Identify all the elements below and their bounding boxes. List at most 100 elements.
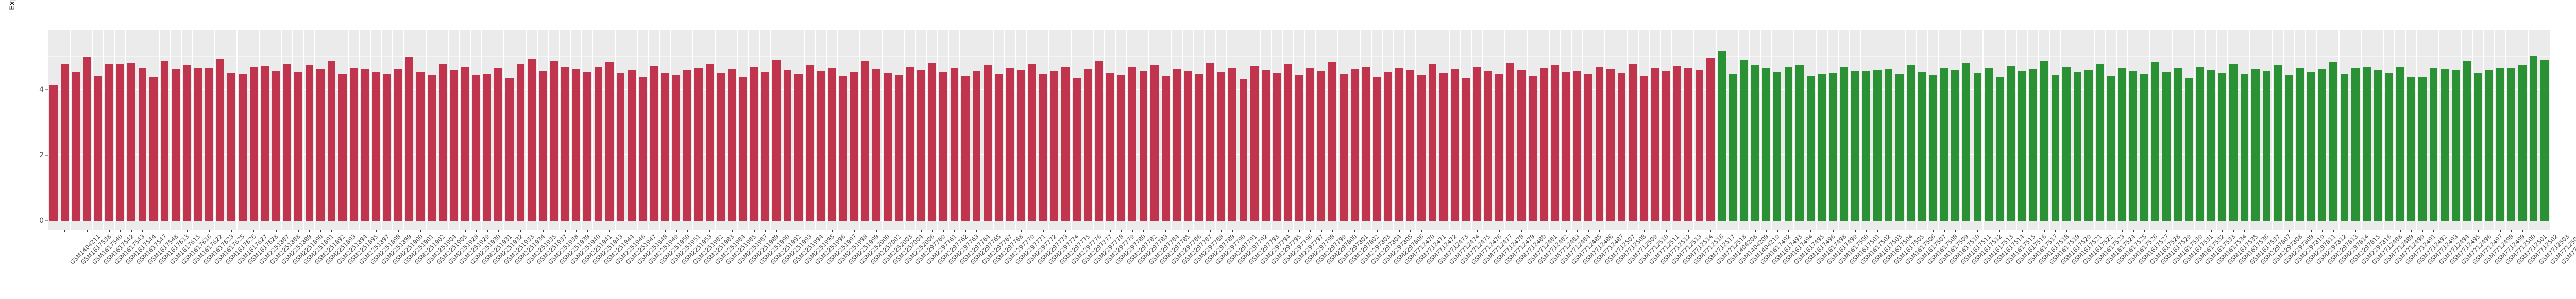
bar[interactable] — [249, 67, 258, 221]
bar[interactable] — [2329, 61, 2337, 221]
bar[interactable] — [694, 67, 703, 221]
bar[interactable] — [2218, 72, 2226, 221]
bar[interactable] — [361, 69, 369, 221]
bar[interactable] — [1606, 69, 1615, 221]
bar[interactable] — [1584, 74, 1592, 221]
bar[interactable] — [1317, 71, 1326, 221]
bar[interactable] — [427, 75, 436, 221]
bar[interactable] — [1083, 69, 1092, 221]
bar[interactable] — [594, 67, 603, 221]
bar[interactable] — [1117, 75, 1125, 221]
bar[interactable] — [1962, 63, 1971, 221]
bar[interactable] — [2351, 68, 2360, 221]
bar[interactable] — [538, 71, 547, 221]
bar[interactable] — [2262, 71, 2271, 221]
bar[interactable] — [172, 69, 180, 221]
bar[interactable] — [1206, 63, 1214, 221]
bar[interactable] — [1706, 58, 1715, 221]
bar[interactable] — [2240, 74, 2249, 221]
bar[interactable] — [2029, 69, 2037, 221]
bar[interactable] — [82, 57, 91, 221]
bar[interactable] — [2485, 69, 2494, 221]
bar[interactable] — [1851, 71, 1859, 221]
bar[interactable] — [1273, 73, 1281, 221]
bar[interactable] — [2496, 68, 2504, 221]
bar[interactable] — [1261, 70, 1270, 221]
bar[interactable] — [1951, 70, 1959, 221]
bar[interactable] — [2451, 70, 2460, 221]
bar[interactable] — [149, 76, 158, 221]
bar[interactable] — [1428, 64, 1437, 221]
bar[interactable] — [1740, 59, 1748, 221]
bar[interactable] — [60, 64, 69, 221]
bar[interactable] — [2274, 65, 2282, 221]
bar[interactable] — [2118, 68, 2126, 221]
bar[interactable] — [2296, 67, 2304, 221]
bar[interactable] — [283, 64, 291, 221]
bar[interactable] — [2540, 60, 2549, 221]
bar[interactable] — [628, 69, 636, 221]
bar[interactable] — [572, 69, 581, 221]
bar[interactable] — [961, 76, 970, 221]
bar[interactable] — [1384, 72, 1392, 221]
bar[interactable] — [461, 67, 469, 221]
bar[interactable] — [327, 60, 336, 221]
bar[interactable] — [1228, 68, 1236, 221]
bar[interactable] — [1017, 69, 1025, 221]
bar[interactable] — [1484, 71, 1493, 221]
bar[interactable] — [2473, 72, 2482, 221]
bar[interactable] — [1762, 68, 1770, 221]
bar[interactable] — [1450, 69, 1459, 221]
bar[interactable] — [105, 63, 113, 221]
bar[interactable] — [1828, 72, 1837, 221]
bar[interactable] — [1595, 67, 1604, 221]
bar[interactable] — [1173, 69, 1181, 221]
bar[interactable] — [1306, 68, 1314, 221]
bar[interactable] — [739, 77, 747, 221]
bar[interactable] — [2529, 55, 2538, 221]
bar[interactable] — [1884, 69, 1893, 221]
bar[interactable] — [1539, 68, 1548, 221]
bar[interactable] — [1106, 72, 1114, 221]
bar[interactable] — [672, 75, 681, 221]
bar[interactable] — [1818, 74, 1826, 221]
bar[interactable] — [2429, 68, 2438, 221]
bar[interactable] — [2229, 63, 2238, 221]
bar[interactable] — [1662, 71, 1670, 221]
bar[interactable] — [2518, 65, 2527, 221]
bar[interactable] — [272, 71, 280, 221]
bar[interactable] — [2418, 77, 2427, 221]
bar[interactable] — [2318, 69, 2327, 221]
bar[interactable] — [1651, 68, 1659, 221]
bar[interactable] — [2084, 69, 2093, 221]
bar[interactable] — [216, 58, 225, 221]
bar[interactable] — [1395, 67, 1403, 221]
bar[interactable] — [1028, 63, 1037, 221]
bar[interactable] — [2184, 77, 2193, 221]
bar[interactable] — [984, 65, 992, 221]
bar[interactable] — [1217, 71, 1226, 221]
bar[interactable] — [238, 74, 247, 221]
bar[interactable] — [805, 65, 814, 221]
bar[interactable] — [605, 62, 614, 221]
bar[interactable] — [550, 61, 558, 221]
bar[interactable] — [116, 64, 125, 221]
bar[interactable] — [1406, 70, 1415, 221]
bar[interactable] — [505, 78, 514, 221]
bar[interactable] — [261, 65, 269, 221]
bar[interactable] — [1973, 73, 1982, 221]
bar[interactable] — [2151, 62, 2160, 221]
bar[interactable] — [1150, 65, 1159, 221]
bar[interactable] — [450, 70, 458, 221]
bar[interactable] — [1573, 70, 1581, 221]
bar[interactable] — [127, 63, 135, 221]
bar[interactable] — [2129, 70, 2138, 221]
bar[interactable] — [1340, 74, 1348, 221]
bar[interactable] — [1239, 78, 1248, 221]
bar[interactable] — [1773, 72, 1782, 221]
bar[interactable] — [2307, 71, 2315, 221]
bar[interactable] — [1529, 76, 1537, 221]
bar[interactable] — [1362, 67, 1370, 221]
bar[interactable] — [1061, 67, 1070, 221]
bar[interactable] — [1995, 77, 2004, 221]
